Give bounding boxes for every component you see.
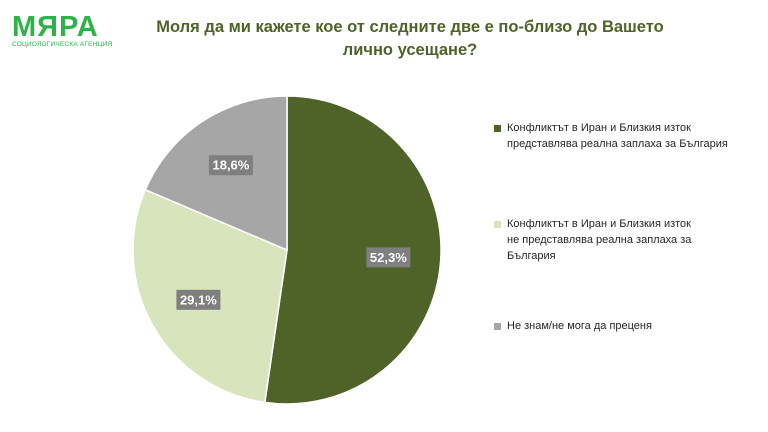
legend-label-line: България <box>507 250 556 262</box>
legend-item-dont-know: Не знам/не мога да преценя <box>494 318 754 334</box>
value-label-no-threat: 29,1% <box>176 289 221 310</box>
legend-label-no-threat: Конфликтът в Иран и Близкия изток не пре… <box>507 216 754 264</box>
value-label-box <box>208 155 253 176</box>
legend-swatch-threat <box>494 125 501 132</box>
legend-label-line: не представлява реална заплаха за <box>507 234 692 246</box>
legend-label-line: Не знам/не мога да преценя <box>507 320 652 332</box>
chart-title-line-2: лично усещане? <box>342 41 478 59</box>
value-label-threat: 52,3% <box>366 247 411 268</box>
legend-item-no-threat: Конфликтът в Иран и Близкия изток не пре… <box>494 216 754 264</box>
value-label-text: 29,1% <box>180 292 217 307</box>
value-label-text: 52,3% <box>370 250 407 265</box>
legend-label-line: представлява реална заплаха за България <box>507 138 728 150</box>
logo-wordmark: МЯРА <box>12 11 99 43</box>
value-label-box <box>366 247 411 268</box>
chart-title-line-1: Моля да ми кажете кое от следните две е … <box>156 18 664 36</box>
value-label-box <box>176 289 221 310</box>
legend-swatch-dont-know <box>494 323 501 330</box>
legend-swatch-no-threat <box>494 221 501 228</box>
legend-label-line: Конфликтът в Иран и Близкия изток <box>507 218 691 230</box>
value-label-text: 18,6% <box>212 158 249 173</box>
legend-label-line: Конфликтът в Иран и Близкия изток <box>507 122 691 134</box>
chart-title: Моля да ми кажете кое от следните две е … <box>150 16 670 62</box>
legend-label-threat: Конфликтът в Иран и Близкия изток предст… <box>507 120 754 152</box>
legend-item-threat: Конфликтът в Иран и Близкия изток предст… <box>494 120 754 152</box>
logo-tagline: СОЦИОЛОГИЧЕСКА АГЕНЦИЯ <box>12 41 113 48</box>
pie-slice-threat <box>263 95 442 405</box>
legend-label-dont-know: Не знам/не мога да преценя <box>507 318 754 334</box>
logo: МЯРА СОЦИОЛОГИЧЕСКА АГЕНЦИЯ <box>12 12 132 48</box>
value-label-dont-know: 18,6% <box>208 155 253 176</box>
